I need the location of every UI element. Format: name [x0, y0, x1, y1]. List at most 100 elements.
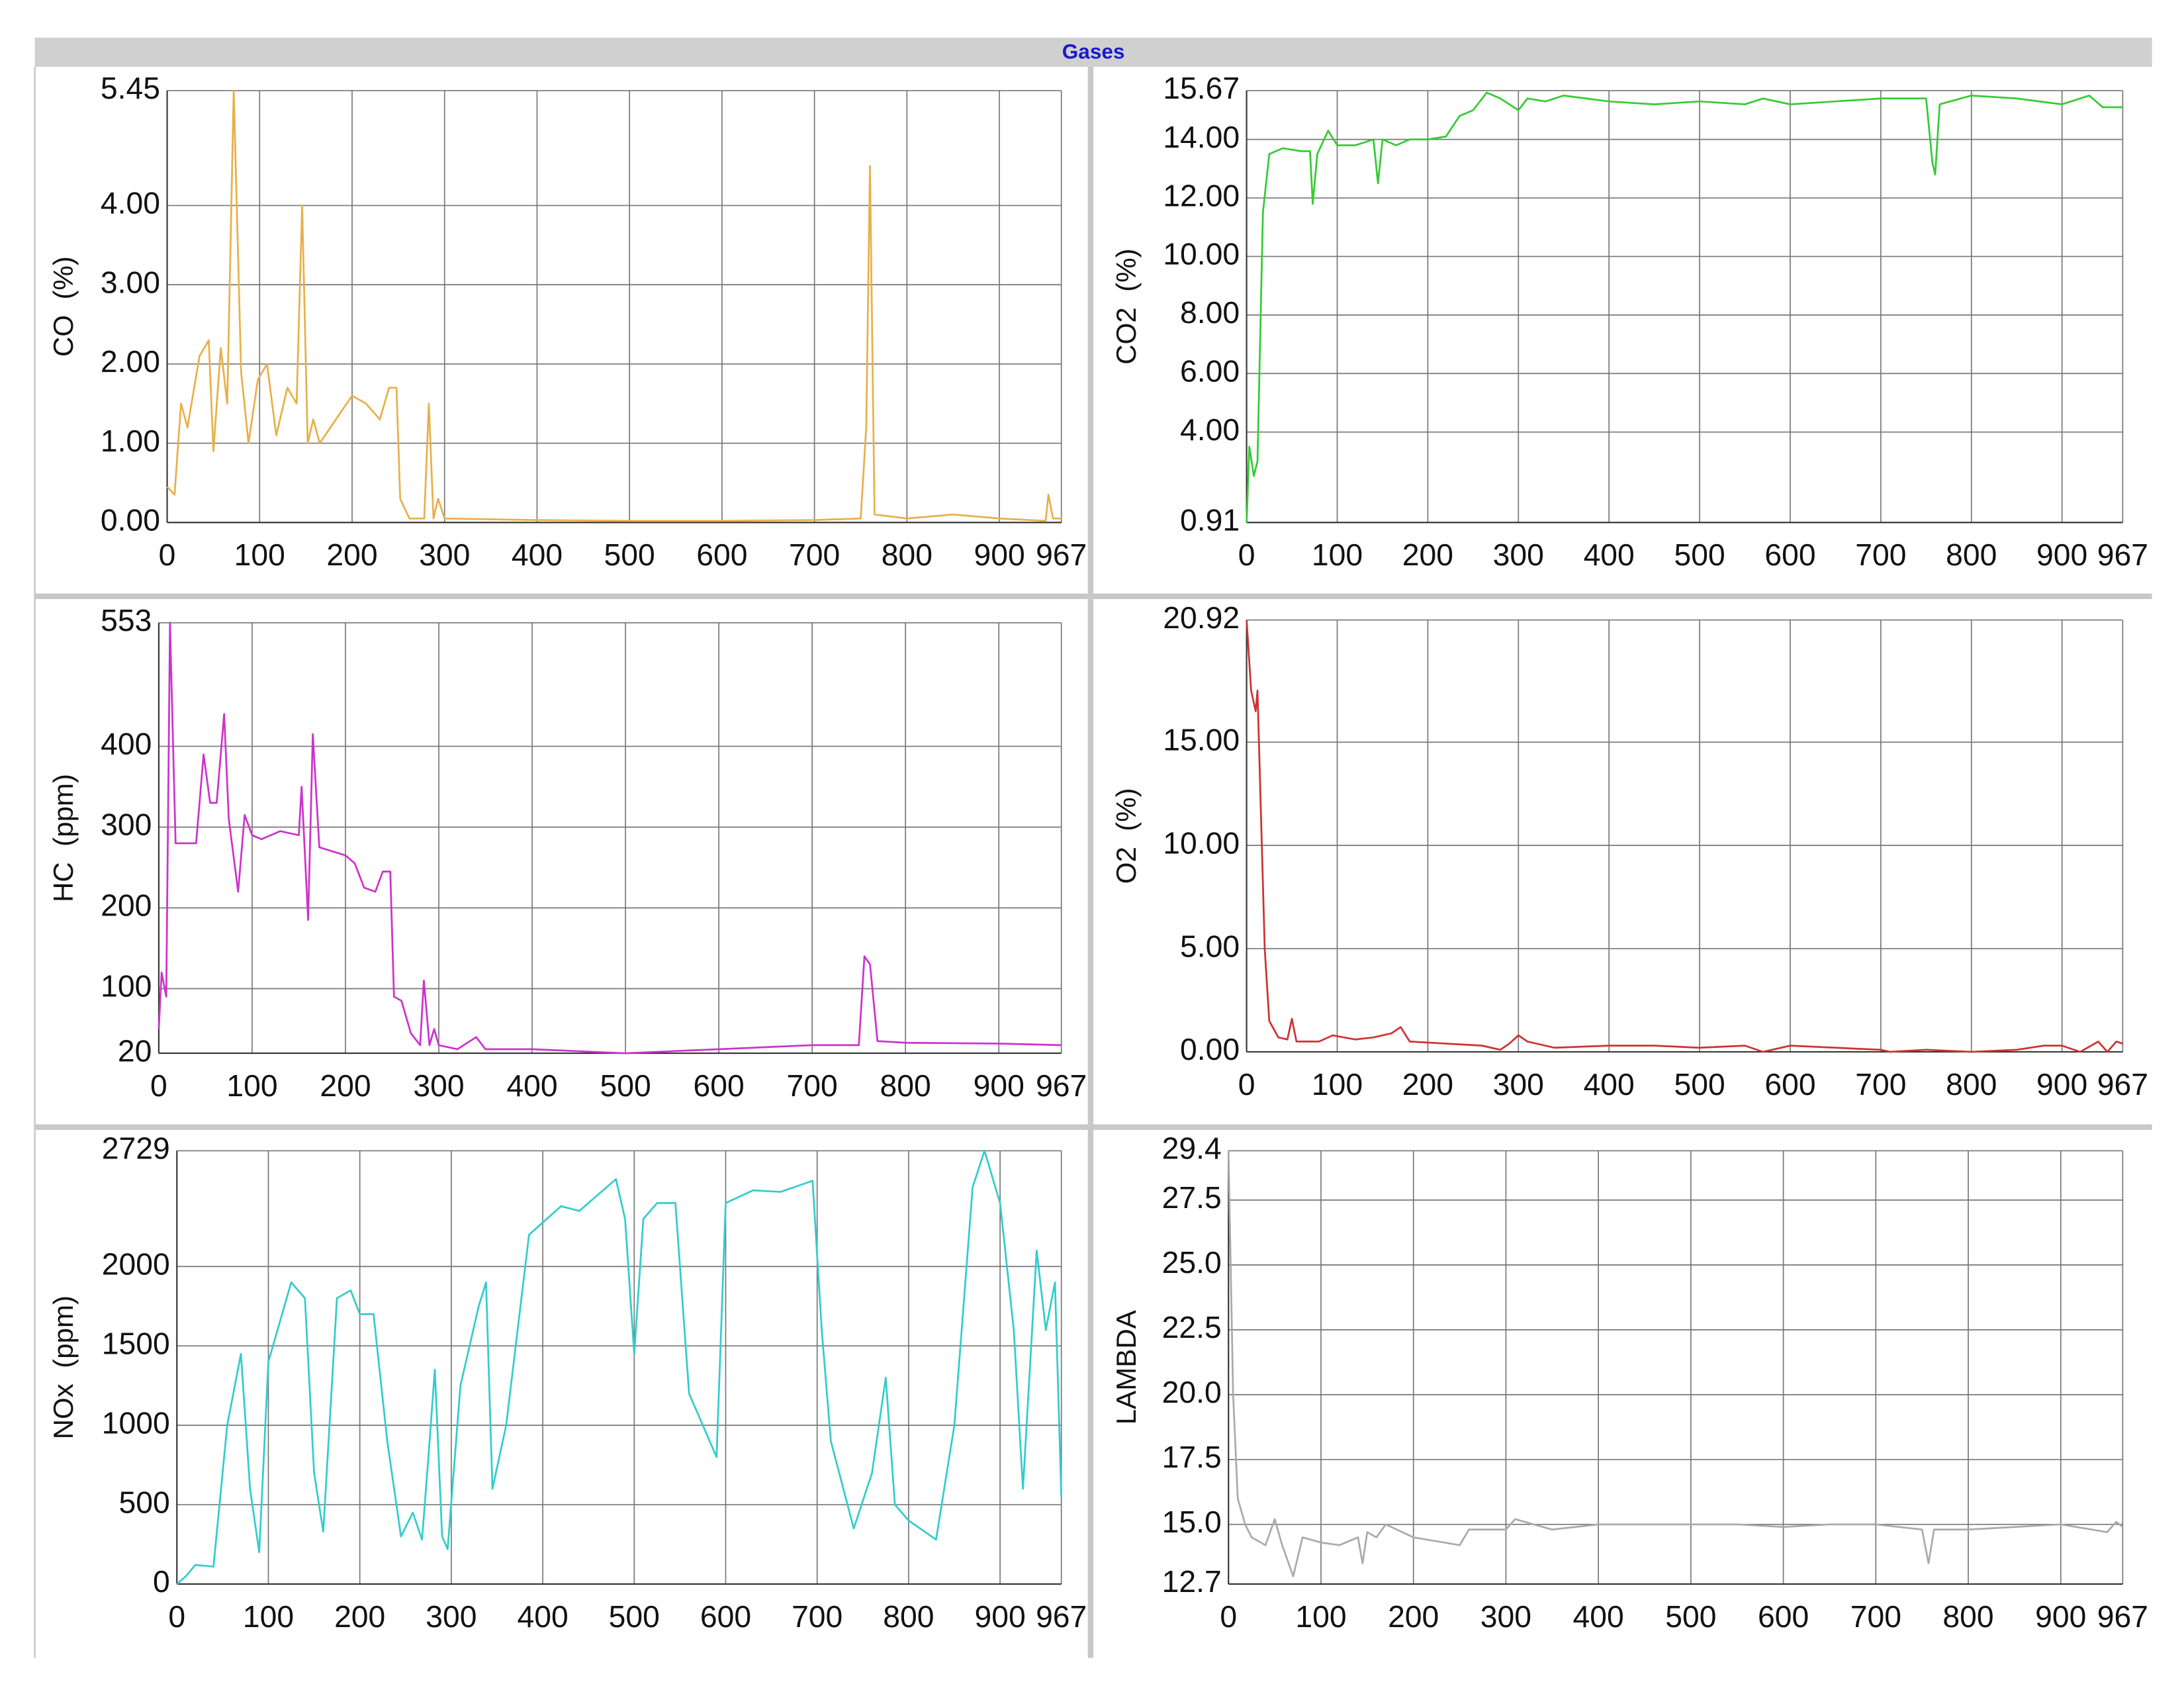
y-axis-label: NOx (ppm): [48, 1295, 79, 1439]
x-tick-label: 100: [1312, 538, 1363, 572]
x-tick-label: 700: [1850, 1599, 1901, 1634]
x-tick-label: 300: [1480, 1599, 1531, 1634]
data-line: [1246, 620, 2123, 1053]
y-tick-label: 20: [118, 1033, 152, 1068]
y-tick-label: 14.00: [1163, 120, 1240, 154]
x-tick-label: 0: [168, 1599, 185, 1634]
x-tick-label: 200: [334, 1599, 385, 1634]
y-tick-label: 5.45: [101, 71, 160, 105]
x-tick-label: 400: [512, 538, 563, 572]
data-line: [176, 1150, 1063, 1585]
y-tick-label: 553: [101, 603, 152, 637]
x-tick-label: 600: [693, 1068, 744, 1103]
y-tick-label: 200: [101, 888, 152, 923]
x-tick-label: 700: [789, 538, 840, 572]
data-line: [158, 622, 1062, 1055]
y-tick-label: 4.00: [101, 186, 160, 220]
y-tick-label: 1500: [102, 1326, 170, 1360]
x-tick-label: 100: [1312, 1067, 1363, 1102]
x-tick-label: 400: [506, 1068, 557, 1103]
y-tick-label: 20.92: [1163, 600, 1240, 635]
x-tick-label: 700: [787, 1068, 838, 1103]
x-tick-label: 900: [2035, 1599, 2086, 1634]
x-tick-label: 0: [1238, 1067, 1255, 1102]
x-tick-label: 100: [243, 1599, 294, 1634]
x-tick-label: 800: [1946, 1067, 1997, 1102]
y-tick-label: 6.00: [1180, 354, 1240, 389]
x-tick-label: 967: [2097, 1599, 2148, 1634]
x-tick-label: 600: [696, 538, 747, 572]
x-tick-label: 200: [1402, 538, 1453, 572]
y-tick-label: 1.00: [101, 424, 160, 458]
y-tick-label: 400: [101, 727, 152, 761]
x-tick-label: 700: [792, 1599, 842, 1634]
y-tick-label: 15.00: [1163, 722, 1240, 757]
x-tick-label: 900: [974, 1599, 1025, 1634]
x-tick-label: 300: [1493, 538, 1544, 572]
y-axis-label: CO (%): [48, 256, 79, 357]
x-tick-label: 900: [974, 538, 1024, 572]
x-tick-label: 0: [150, 1068, 167, 1103]
y-tick-label: 8.00: [1180, 295, 1240, 330]
x-tick-label: 200: [1388, 1599, 1439, 1634]
x-tick-label: 500: [609, 1599, 660, 1634]
x-tick-label: 900: [2036, 538, 2087, 572]
x-tick-label: 0: [1220, 1599, 1237, 1634]
y-tick-label: 10.00: [1163, 237, 1240, 271]
y-tick-label: 27.5: [1162, 1180, 1222, 1215]
x-tick-label: 100: [234, 538, 285, 572]
x-tick-label: 967: [2097, 538, 2148, 572]
x-tick-label: 100: [1295, 1599, 1346, 1634]
y-tick-label: 0: [153, 1564, 170, 1599]
x-tick-label: 500: [600, 1068, 651, 1103]
x-tick-label: 500: [1665, 1599, 1716, 1634]
x-tick-label: 200: [320, 1068, 371, 1103]
y-tick-label: 1000: [102, 1405, 170, 1440]
x-tick-label: 700: [1855, 1067, 1906, 1102]
x-tick-label: 200: [1402, 1067, 1453, 1102]
x-tick-label: 800: [883, 1599, 934, 1634]
x-tick-label: 967: [1036, 538, 1087, 572]
x-tick-label: 967: [1036, 1068, 1087, 1103]
y-tick-label: 12.00: [1163, 178, 1240, 212]
x-tick-label: 400: [1584, 1067, 1635, 1102]
y-tick-label: 2729: [102, 1131, 170, 1166]
x-tick-label: 500: [1674, 538, 1725, 572]
y-tick-label: 5.00: [1180, 929, 1240, 963]
y-tick-label: 2000: [102, 1247, 170, 1282]
y-tick-label: 300: [101, 808, 152, 842]
x-tick-label: 900: [974, 1068, 1024, 1103]
x-tick-label: 300: [426, 1599, 477, 1634]
x-tick-label: 800: [880, 1068, 931, 1103]
y-tick-label: 2.00: [101, 344, 160, 379]
x-tick-label: 800: [1942, 1599, 1993, 1634]
x-tick-label: 600: [1764, 538, 1815, 572]
y-tick-label: 29.4: [1162, 1131, 1222, 1166]
x-tick-label: 400: [1584, 538, 1635, 572]
x-tick-label: 100: [226, 1068, 277, 1103]
x-tick-label: 700: [1855, 538, 1906, 572]
y-tick-label: 17.5: [1162, 1440, 1222, 1474]
x-tick-label: 967: [2097, 1067, 2148, 1102]
x-tick-label: 800: [1946, 538, 1997, 572]
x-tick-label: 500: [604, 538, 655, 572]
x-tick-label: 900: [2036, 1067, 2087, 1102]
y-tick-label: 100: [101, 969, 152, 1004]
y-axis-label: CO2 (%): [1111, 248, 1142, 364]
y-tick-label: 12.7: [1162, 1564, 1222, 1599]
y-axis-label: HC (ppm): [48, 774, 79, 902]
header-title: Gases: [1062, 39, 1125, 63]
header-bar: [34, 37, 2152, 68]
x-tick-label: 0: [1238, 538, 1255, 572]
y-tick-label: 0.91: [1180, 502, 1240, 537]
y-tick-label: 0.00: [1180, 1032, 1240, 1066]
y-axis-label: O2 (%): [1111, 788, 1142, 884]
x-tick-label: 600: [700, 1599, 751, 1634]
y-tick-label: 0.00: [101, 502, 160, 537]
x-tick-label: 400: [517, 1599, 568, 1634]
x-tick-label: 200: [326, 538, 377, 572]
y-tick-label: 15.0: [1162, 1505, 1222, 1539]
y-tick-label: 4.00: [1180, 412, 1240, 447]
y-tick-label: 3.00: [101, 265, 160, 299]
